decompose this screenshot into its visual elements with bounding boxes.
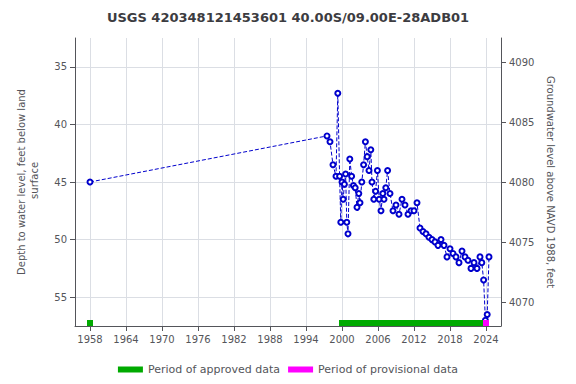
svg-text:50: 50 [54,234,67,245]
svg-text:55: 55 [54,292,67,303]
svg-text:4085: 4085 [509,117,534,128]
svg-text:Depth to water level, feet bel: Depth to water level, feet below land [16,89,27,275]
svg-text:2018: 2018 [437,334,462,345]
svg-text:4075: 4075 [509,237,534,248]
svg-text:1994: 1994 [293,334,318,345]
svg-text:2024: 2024 [473,334,498,345]
svg-text:2000: 2000 [329,334,354,345]
svg-text:2006: 2006 [365,334,390,345]
svg-text:1964: 1964 [113,334,138,345]
svg-text:2012: 2012 [401,334,426,345]
svg-text:40: 40 [54,119,67,130]
svg-text:1970: 1970 [149,334,174,345]
svg-text:surface: surface [29,162,40,202]
svg-text:Period of approved data: Period of approved data [148,363,280,376]
svg-text:45: 45 [54,177,67,188]
svg-text:35: 35 [54,61,67,72]
svg-text:4090: 4090 [509,57,534,68]
svg-text:1958: 1958 [77,334,102,345]
svg-text:4080: 4080 [509,177,534,188]
svg-text:Groundwater level above NAVD 1: Groundwater level above NAVD 1988, feet [545,76,556,288]
svg-text:1988: 1988 [257,334,282,345]
svg-text:1982: 1982 [221,334,246,345]
svg-text:Period of provisional data: Period of provisional data [318,363,458,376]
svg-text:1976: 1976 [185,334,210,345]
svg-text:USGS 420348121453601 40.00S/09: USGS 420348121453601 40.00S/09.00E-28ADB… [107,10,469,25]
svg-text:4070: 4070 [509,297,534,308]
